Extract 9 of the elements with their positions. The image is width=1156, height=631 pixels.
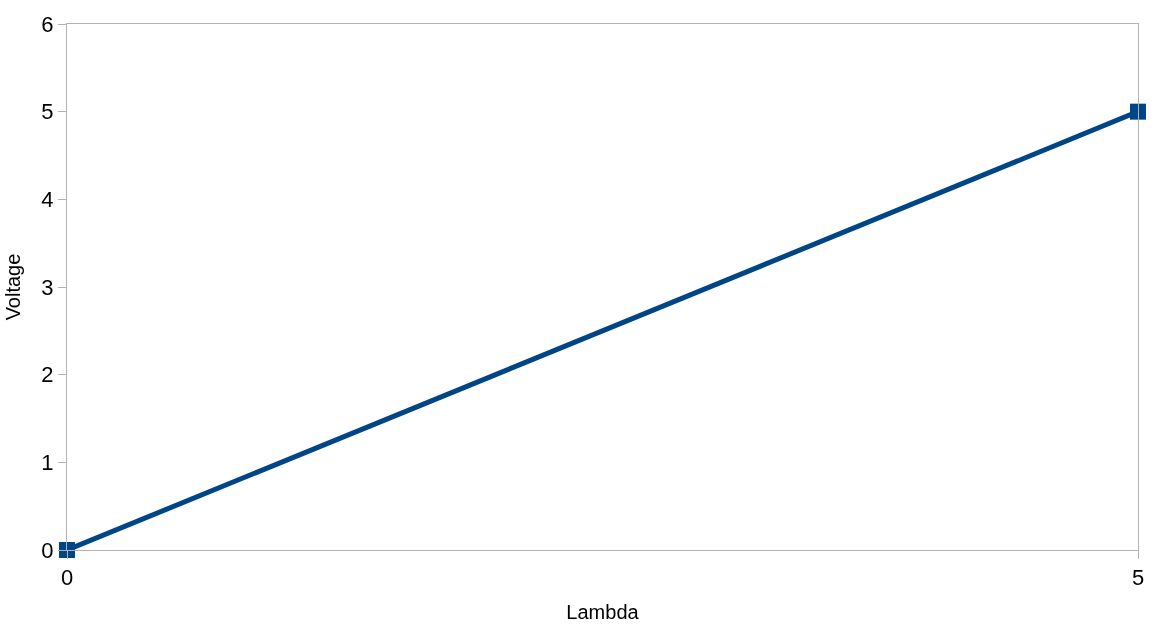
y-tick-label: 0 — [41, 537, 54, 563]
y-tick-label: 1 — [41, 450, 54, 476]
x-axis-title: Lambda — [566, 600, 640, 623]
y-tick-label: 2 — [41, 362, 54, 388]
y-tick-label: 3 — [41, 274, 54, 300]
y-tick-label: 4 — [41, 187, 54, 213]
y-tick-label: 5 — [41, 99, 54, 125]
y-axis-title: Voltage — [1, 253, 24, 321]
y-tick-label: 6 — [41, 11, 54, 37]
